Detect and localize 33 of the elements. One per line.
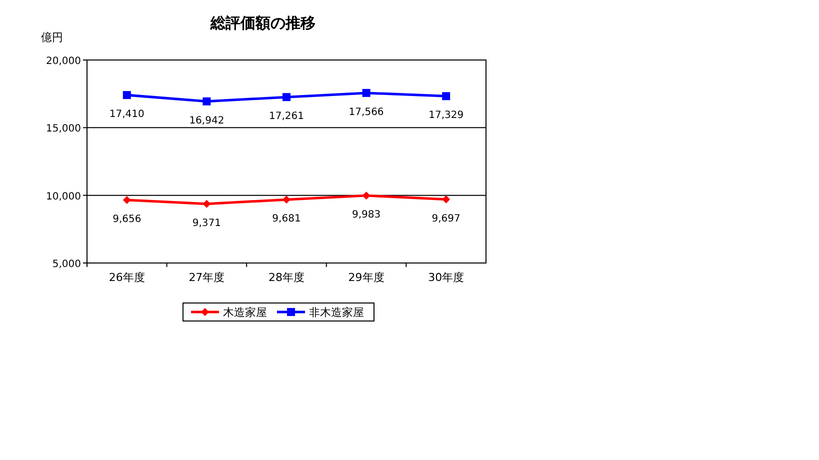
point	[442, 92, 450, 100]
label: 9,681	[272, 214, 301, 225]
xtick: 26年度	[108, 271, 145, 284]
ylabel: 億円	[41, 31, 63, 44]
xtick: 29年度	[348, 271, 384, 284]
point	[122, 91, 131, 100]
label: 16,942	[189, 115, 224, 126]
label: 17,410	[109, 109, 144, 120]
point	[442, 195, 450, 204]
ytick: 15,000	[46, 124, 81, 135]
point	[122, 196, 131, 204]
ytick: 10,000	[46, 191, 81, 202]
label: 9,371	[192, 218, 222, 229]
point	[202, 200, 211, 208]
label: 17,261	[269, 111, 304, 122]
label: 9,983	[352, 210, 381, 221]
xtick: 27年度	[188, 271, 225, 284]
point	[362, 88, 370, 97]
legend-label: 木造家屋	[223, 306, 267, 319]
title: 総評価額の推移	[210, 14, 316, 32]
ytick: 20,000	[46, 56, 81, 67]
label: 17,566	[348, 106, 384, 118]
legend-label: 非木造家屋	[309, 306, 364, 319]
label: 9,697	[432, 213, 460, 224]
label: 17,329	[428, 110, 464, 122]
label: 9,656	[112, 214, 142, 225]
xtick: 30年度	[428, 271, 464, 284]
point	[282, 196, 290, 204]
point	[362, 192, 370, 200]
point	[202, 97, 211, 106]
xtick: 28年度	[268, 271, 304, 284]
point	[282, 93, 290, 102]
ytick: 5,000	[52, 259, 81, 270]
